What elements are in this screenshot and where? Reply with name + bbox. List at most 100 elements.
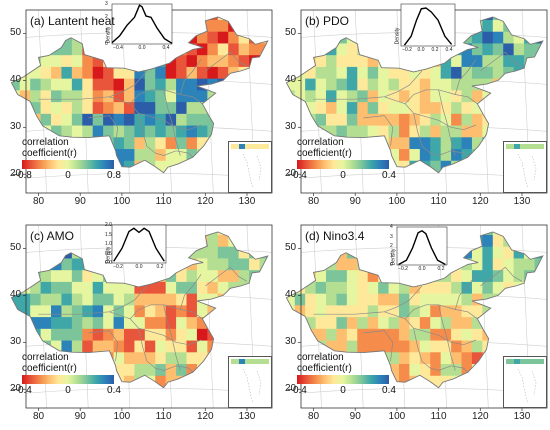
grid-cell (11, 293, 21, 306)
grid-cell (346, 328, 358, 341)
grid-cell (40, 316, 52, 329)
density-y-tick: 0.0 (105, 260, 112, 266)
grid-cell (378, 234, 390, 247)
grid-cell (430, 293, 442, 306)
grid-cell (534, 54, 543, 67)
grid-cell (61, 246, 73, 259)
grid-cell (503, 54, 515, 67)
grid-cell (92, 293, 104, 306)
colorbar (297, 160, 389, 169)
grid-cell (217, 281, 229, 294)
grid-cell (388, 54, 400, 67)
grid-cell (228, 113, 240, 126)
grid-cell (503, 124, 515, 138)
grid-cell (165, 257, 177, 271)
grid-cell (336, 78, 348, 91)
grid-cell (249, 124, 261, 138)
density-y-tick: 2 (390, 243, 393, 249)
grid-cell (165, 54, 177, 67)
grid-cell (228, 78, 240, 91)
grid-cell (492, 19, 504, 32)
grid-cell (207, 316, 219, 329)
grid-cell (440, 351, 452, 365)
province-boundary (480, 266, 523, 287)
grid-cell (409, 281, 421, 294)
grid-cell (30, 42, 42, 56)
grid-cell (92, 281, 104, 294)
grid-cell (92, 101, 104, 114)
grid-cell (134, 136, 146, 150)
density-x-tick: 0.0 (135, 264, 143, 270)
grid-cell (440, 363, 452, 376)
grid-cell (228, 257, 240, 271)
grid-cell (513, 304, 525, 318)
grid-cell (440, 101, 452, 114)
grid-cell (82, 89, 94, 103)
grid-cell (228, 328, 240, 341)
grid-cell (378, 339, 390, 353)
grid-cell (217, 304, 229, 318)
grid-cell (196, 293, 208, 306)
grid-cell (492, 246, 504, 259)
grid-cell (409, 124, 421, 138)
grid-cell (165, 136, 177, 150)
grid-cell (51, 316, 63, 329)
grid-cell (461, 113, 473, 126)
grid-cell (144, 269, 156, 282)
grid-cell (534, 304, 543, 318)
grid-cell (144, 304, 156, 318)
grid-cell (11, 269, 21, 282)
grid-cell (207, 148, 219, 161)
grid-cell (346, 78, 358, 91)
grid-cell (398, 124, 411, 138)
density-x-tick: 0.0 (138, 45, 146, 51)
grid-cell (61, 124, 73, 138)
grid-cell (471, 54, 483, 67)
grid-cell (186, 54, 198, 67)
grid-cell (196, 160, 208, 173)
grid-cell (524, 257, 536, 271)
grid-cell (123, 339, 136, 353)
grid-cell (461, 160, 473, 173)
grid-cell (196, 78, 208, 91)
grid-cell (388, 42, 400, 56)
grid-cell (11, 54, 21, 67)
grid-cell (249, 246, 261, 259)
grid-cell (71, 328, 83, 341)
grid-cell (103, 339, 115, 353)
grid-cell (123, 316, 136, 329)
grid-cell (378, 42, 390, 56)
grid-cell (165, 234, 177, 247)
grid-cell (19, 293, 31, 306)
colorbar (22, 160, 114, 169)
grid-cell (451, 281, 463, 294)
grid-cell (196, 171, 208, 173)
x-tick-label: 120 (196, 196, 214, 207)
colorbar-title: coefficient(r) (22, 148, 77, 159)
south-china-sea-inset (503, 141, 547, 193)
grid-cell (207, 31, 219, 44)
grid-cell (419, 148, 431, 161)
grid-cell (388, 316, 400, 329)
grid-cell (71, 316, 83, 329)
grid-cell (482, 269, 494, 282)
grid-cell (176, 293, 188, 306)
grid-cell (238, 304, 250, 318)
grid-cell (196, 281, 208, 294)
grid-cell (165, 363, 177, 376)
grid-cell (545, 90, 550, 102)
grid-cell (11, 101, 21, 114)
x-tick-label: 120 (471, 411, 489, 422)
grid-cell (186, 304, 198, 318)
grid-cell (336, 293, 348, 306)
grid-cell (40, 101, 52, 114)
grid-cell (30, 281, 42, 294)
grid-cell (113, 304, 125, 318)
grid-cell (398, 160, 411, 173)
grid-cell (294, 304, 306, 318)
grid-cell (11, 351, 21, 365)
grid-cell (134, 375, 146, 388)
grid-cell (165, 304, 177, 318)
grid-cell (513, 316, 525, 329)
grid-cell (409, 136, 421, 150)
